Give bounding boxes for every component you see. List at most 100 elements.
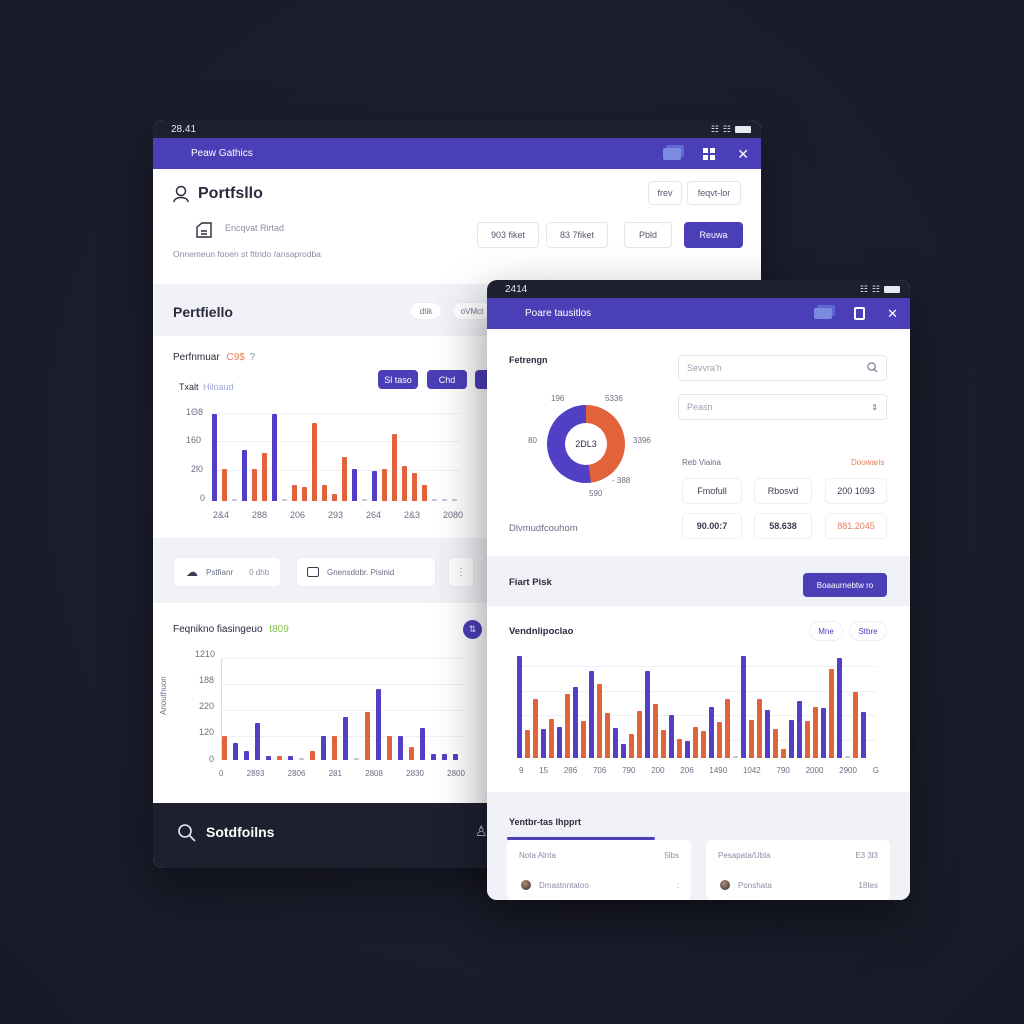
menu-icon[interactable] (499, 309, 511, 319)
chart-filter-button-1[interactable]: Sl taso (378, 370, 418, 389)
chart-subtitle-note: Hiloaud (203, 382, 234, 392)
bar (376, 689, 381, 760)
wifi-icon: ☷ (871, 283, 880, 294)
help-icon: ? (249, 352, 256, 363)
prev-button[interactable]: frev (648, 181, 682, 205)
pill-button-2[interactable]: oVMct (452, 302, 492, 320)
chart-subtitle: Txalt (179, 382, 199, 392)
reuwa-button[interactable]: Reuwa (684, 222, 743, 248)
bar (693, 727, 698, 758)
risk-section: Fiart Pisk Boaaurnebtw ro (487, 556, 910, 606)
bar (232, 499, 237, 501)
avatar (521, 880, 531, 890)
grid-icon[interactable] (703, 147, 716, 160)
bar (717, 722, 722, 758)
app-title: Peaw Gathics (191, 148, 253, 159)
donut-panel: Fetrengn 2DL3 196 5336 3396 - 388 590 80… (487, 329, 910, 556)
pill-button-1[interactable]: dtik (410, 302, 442, 320)
section-title: Fetrengn (509, 355, 548, 365)
more-options-button[interactable]: ⋮ (448, 557, 474, 587)
cards-icon[interactable] (663, 147, 682, 160)
generator-card[interactable]: Gnensdobr. Pisinid (296, 557, 436, 587)
portfolio-header: Portfsllo frev feqvt-lor Encqvat Rirtad … (153, 169, 761, 284)
chart-filter-button-2[interactable]: Chd (427, 370, 467, 389)
vendor-chart-panel: Vendnlipoclao Mne Stbre 9 15 286 706 790… (487, 606, 910, 792)
bar (773, 729, 778, 758)
downloads-link[interactable]: Doowaris (851, 458, 885, 467)
bar (861, 712, 866, 758)
stat-button-1[interactable]: 903 fiket (477, 222, 539, 248)
close-icon[interactable]: ✕ (737, 145, 749, 162)
bar (431, 754, 436, 760)
risk-action-button[interactable]: Boaaurnebtw ro (803, 573, 887, 597)
stat-button-2[interactable]: 83 7fiket (546, 222, 608, 248)
y-tick: 0 (200, 493, 206, 503)
cards-icon[interactable] (814, 308, 833, 319)
app-bar: Peaw Gathics ✕ (153, 138, 761, 169)
bar (392, 434, 397, 501)
info-badge-button[interactable]: ⇅ (463, 620, 482, 639)
stat-cell[interactable]: 200 1093 (825, 478, 887, 504)
bar (757, 699, 762, 758)
battery-icon (735, 125, 751, 133)
bar (605, 713, 610, 758)
stat-cell[interactable]: 58.638 (754, 513, 812, 539)
pill-button-2[interactable]: Stbre (849, 621, 887, 641)
stat-cell[interactable]: 881.2045 (825, 513, 887, 539)
search-icon[interactable] (177, 823, 197, 848)
stat-cell[interactable]: Rbosvd (754, 478, 812, 504)
description-text: Onnemeun fooen st fttrido /ansaprodba (173, 249, 321, 259)
bar (332, 494, 337, 501)
bar (565, 694, 570, 758)
section-title: Pertfiello (173, 304, 233, 320)
frequency-bar-chart (222, 663, 458, 760)
bar (322, 485, 327, 501)
bar (453, 754, 458, 760)
filter-button[interactable]: feqvt-lor (687, 181, 741, 205)
analytics-window-right: 2414 ☷ ☷ Poare tausitlos ✕ Fetrengn 2DL3… (487, 280, 910, 900)
chart-title-value: C9$ (226, 352, 245, 363)
bar (669, 715, 674, 758)
donut-center-label: 2DL3 (575, 439, 597, 449)
stat-button-3[interactable]: Pbld (624, 222, 672, 248)
active-tab-indicator (507, 837, 655, 840)
y-axis-title: Anouthuon (159, 676, 168, 715)
bar (533, 699, 538, 758)
report-card-2[interactable]: Pesapata/Ubla E3 3l3 Ponshata 18tes (706, 840, 890, 900)
wifi-icon: ☷ (859, 283, 868, 294)
bar (637, 711, 642, 758)
battery-icon (884, 285, 900, 293)
pill-button-1[interactable]: Mne (809, 621, 843, 641)
stat-cell[interactable]: 90.00:7 (682, 513, 742, 539)
chart-title: Feqnikno fiasingeuo (173, 624, 263, 635)
refresh-icon[interactable] (854, 307, 866, 320)
bar (829, 669, 834, 758)
x-axis-ticks: 2&4 288 206 293 264 2&3 2080 (213, 510, 463, 520)
bar (244, 751, 249, 760)
search-input[interactable]: Sevvra'h (678, 355, 887, 381)
bar (422, 485, 427, 501)
menu-icon[interactable] (165, 149, 177, 159)
stat-cell[interactable]: Fmofull (682, 478, 742, 504)
sub-label: Encqvat Rirtad (225, 223, 285, 233)
bar (797, 701, 802, 758)
y-tick: 160 (186, 435, 202, 445)
vendor-report-section: Yentbr-tas lhpprt Nota Alnta 5lbs Dmastn… (487, 792, 910, 900)
stats-label: Reb Viaina (682, 458, 721, 467)
bar (557, 727, 562, 758)
bar (741, 656, 746, 758)
bar (332, 736, 337, 760)
bar (517, 656, 522, 758)
status-time: 2414 (505, 283, 528, 295)
chart-title-value: t809 (269, 624, 289, 635)
bar (525, 730, 530, 758)
bar (277, 756, 282, 760)
x-axis-ticks: 0 2893 2806 281 2808 2830 2800 (219, 769, 465, 778)
user-group-icon[interactable]: ♙ (475, 823, 488, 839)
report-card-1[interactable]: Nota Alnta 5lbs Dmastnntatoo : (507, 840, 691, 900)
position-card[interactable]: ☁ Pstfianr 0 dhb (173, 557, 281, 587)
search-label[interactable]: Sotdfoilns (206, 824, 275, 840)
document-icon (195, 221, 213, 244)
close-icon[interactable]: ✕ (887, 306, 898, 321)
period-select[interactable]: Peasn ⇕ (678, 394, 887, 420)
